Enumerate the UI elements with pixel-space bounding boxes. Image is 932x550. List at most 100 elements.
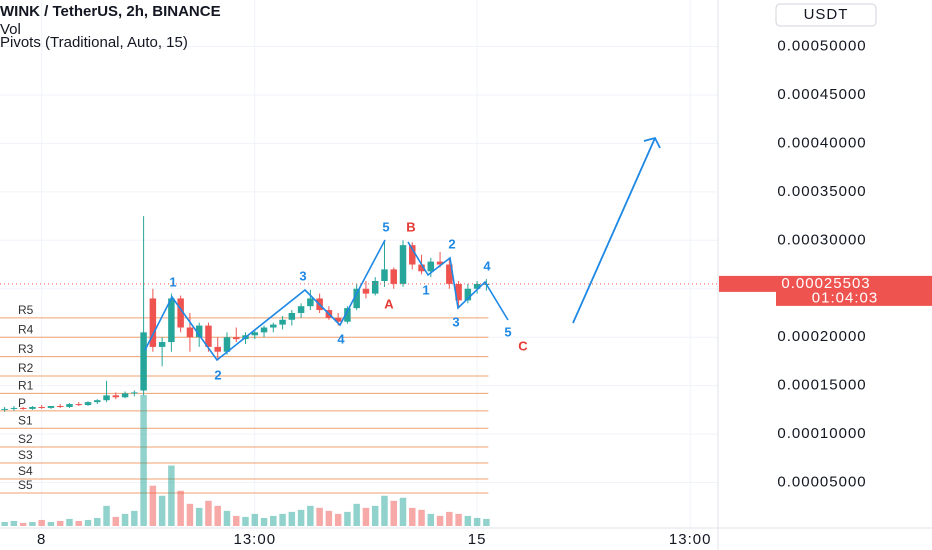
y-tick-label: 0.00015000 (777, 377, 866, 394)
candle-body (353, 288, 360, 309)
volume-bar (177, 490, 184, 526)
pivot-label: S2 (18, 432, 33, 446)
volume-bar (10, 520, 18, 526)
volume-bar (140, 395, 147, 526)
volume-bar (473, 517, 481, 526)
volume-bar (371, 505, 379, 526)
wave-label: 3 (299, 268, 306, 283)
x-tick-label: 13:00 (234, 531, 277, 548)
chart-title: WINK / TetherUS, 2h, BINANCE (0, 3, 221, 20)
volume-bar (399, 497, 407, 526)
wave-label: 4 (483, 258, 491, 273)
candle-body (464, 288, 472, 301)
wave-label: 2 (448, 236, 455, 251)
x-tick-label: 15 (468, 531, 487, 548)
volume-bar (94, 517, 101, 526)
axes: 0.00005000 0.00010000 0.00015000 0.00020000… (0, 37, 932, 548)
volume-bar (288, 511, 296, 526)
volume-bar (270, 515, 277, 526)
y-tick-label: 0.00035000 (777, 183, 866, 200)
wave-label: 1 (169, 274, 176, 289)
candle-body (446, 264, 453, 284)
candle-body (10, 407, 18, 409)
volume-bar (75, 520, 82, 526)
volume-bar (464, 515, 472, 526)
volume-bar (84, 519, 92, 526)
volume-bar (223, 510, 231, 526)
y-tick-label: 0.00040000 (777, 134, 866, 151)
volume-bar (334, 513, 342, 526)
candle-body (19, 407, 27, 409)
candle-body (29, 406, 36, 409)
volume-bar (19, 522, 27, 526)
volume-bar (446, 511, 453, 526)
candle-body (251, 332, 259, 336)
volume-bar (260, 517, 268, 526)
candle-body (112, 395, 120, 398)
wave-label: 5 (504, 324, 511, 339)
volume-bar (436, 515, 444, 526)
candle-body (381, 269, 388, 282)
wave-label: C (518, 338, 528, 353)
x-tick-label: 8 (37, 531, 46, 548)
candle-body (418, 264, 425, 272)
wave-label: 5 (382, 219, 389, 234)
pivot-label: S5 (18, 478, 33, 492)
volume-bar (103, 505, 110, 526)
volume-bar (112, 516, 120, 526)
candle-body (427, 261, 435, 272)
volume-bar (427, 513, 435, 526)
candle-body (223, 337, 231, 352)
candle-body (149, 298, 157, 347)
candle-body (260, 327, 268, 333)
candle-body (334, 317, 342, 322)
candle-body (84, 402, 92, 406)
y-tick-label: 0.00010000 (777, 425, 866, 442)
candle-body (75, 404, 82, 406)
currency-label[interactable]: USDT (804, 6, 849, 23)
candle-body (177, 298, 184, 328)
pivot-label: S1 (18, 413, 33, 427)
wave-line (144, 239, 386, 362)
candle-body (455, 283, 462, 301)
volume (1, 395, 490, 526)
projection-arrow (572, 137, 656, 324)
volume-bar (131, 510, 138, 526)
volume-bar (297, 509, 305, 526)
wave-label: B (406, 219, 415, 234)
candle-body (297, 306, 305, 313)
candle-body (195, 325, 203, 338)
volume-bar (121, 513, 129, 526)
volume-bar (242, 516, 249, 526)
indicator-label: Pivots (Traditional, Auto, 15) (0, 34, 188, 51)
candle-body (121, 393, 129, 398)
last-price-label: 0.00025503 (781, 275, 870, 292)
volume-bar (353, 503, 360, 526)
y-tick-label: 0.00050000 (777, 37, 866, 54)
candle-body (270, 324, 277, 328)
candle-body (186, 327, 194, 338)
grid (0, 0, 718, 528)
candle-body (279, 319, 286, 325)
volume-bar (195, 507, 203, 526)
candle-body (158, 342, 166, 347)
candle-body (131, 392, 138, 394)
volume-bar (214, 505, 221, 526)
volume-bar (344, 511, 351, 526)
volume-bar (279, 513, 286, 526)
volume-bar (47, 521, 55, 526)
candle-body (56, 406, 64, 408)
volume-bar (205, 500, 212, 526)
volume-bar (149, 485, 157, 526)
wave-label: 2 (214, 367, 221, 382)
candle-body (344, 308, 351, 322)
candle-body (307, 298, 314, 307)
volume-bar (483, 518, 490, 526)
volume-bar (381, 495, 388, 526)
volume-bar (168, 465, 175, 526)
currency-button[interactable] (775, 3, 877, 27)
indicator-label: Vol (0, 21, 21, 38)
candle-body (66, 404, 73, 407)
